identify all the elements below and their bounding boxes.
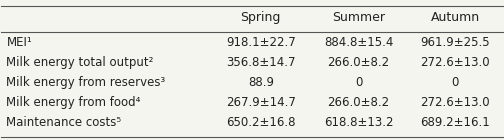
Text: 918.1±22.7: 918.1±22.7 <box>226 36 296 49</box>
Text: 267.9±14.7: 267.9±14.7 <box>226 96 296 109</box>
Text: 272.6±13.0: 272.6±13.0 <box>420 96 490 109</box>
Text: Milk energy total output²: Milk energy total output² <box>7 56 154 69</box>
Text: Maintenance costs⁵: Maintenance costs⁵ <box>7 116 121 129</box>
Text: Milk energy from food⁴: Milk energy from food⁴ <box>7 96 141 109</box>
Text: 272.6±13.0: 272.6±13.0 <box>420 56 490 69</box>
Text: 0: 0 <box>355 76 362 89</box>
Text: 0: 0 <box>451 76 459 89</box>
Text: 618.8±13.2: 618.8±13.2 <box>324 116 393 129</box>
Text: MEI¹: MEI¹ <box>7 36 32 49</box>
Text: Summer: Summer <box>332 11 385 24</box>
Text: 689.2±16.1: 689.2±16.1 <box>420 116 490 129</box>
Text: Spring: Spring <box>240 11 281 24</box>
Text: 266.0±8.2: 266.0±8.2 <box>328 96 390 109</box>
Text: 356.8±14.7: 356.8±14.7 <box>226 56 295 69</box>
Text: Milk energy from reserves³: Milk energy from reserves³ <box>7 76 166 89</box>
Text: 266.0±8.2: 266.0±8.2 <box>328 56 390 69</box>
Text: 961.9±25.5: 961.9±25.5 <box>420 36 490 49</box>
Text: 884.8±15.4: 884.8±15.4 <box>324 36 393 49</box>
Text: Autumn: Autumn <box>430 11 480 24</box>
Text: 650.2±16.8: 650.2±16.8 <box>226 116 295 129</box>
Text: 88.9: 88.9 <box>248 76 274 89</box>
